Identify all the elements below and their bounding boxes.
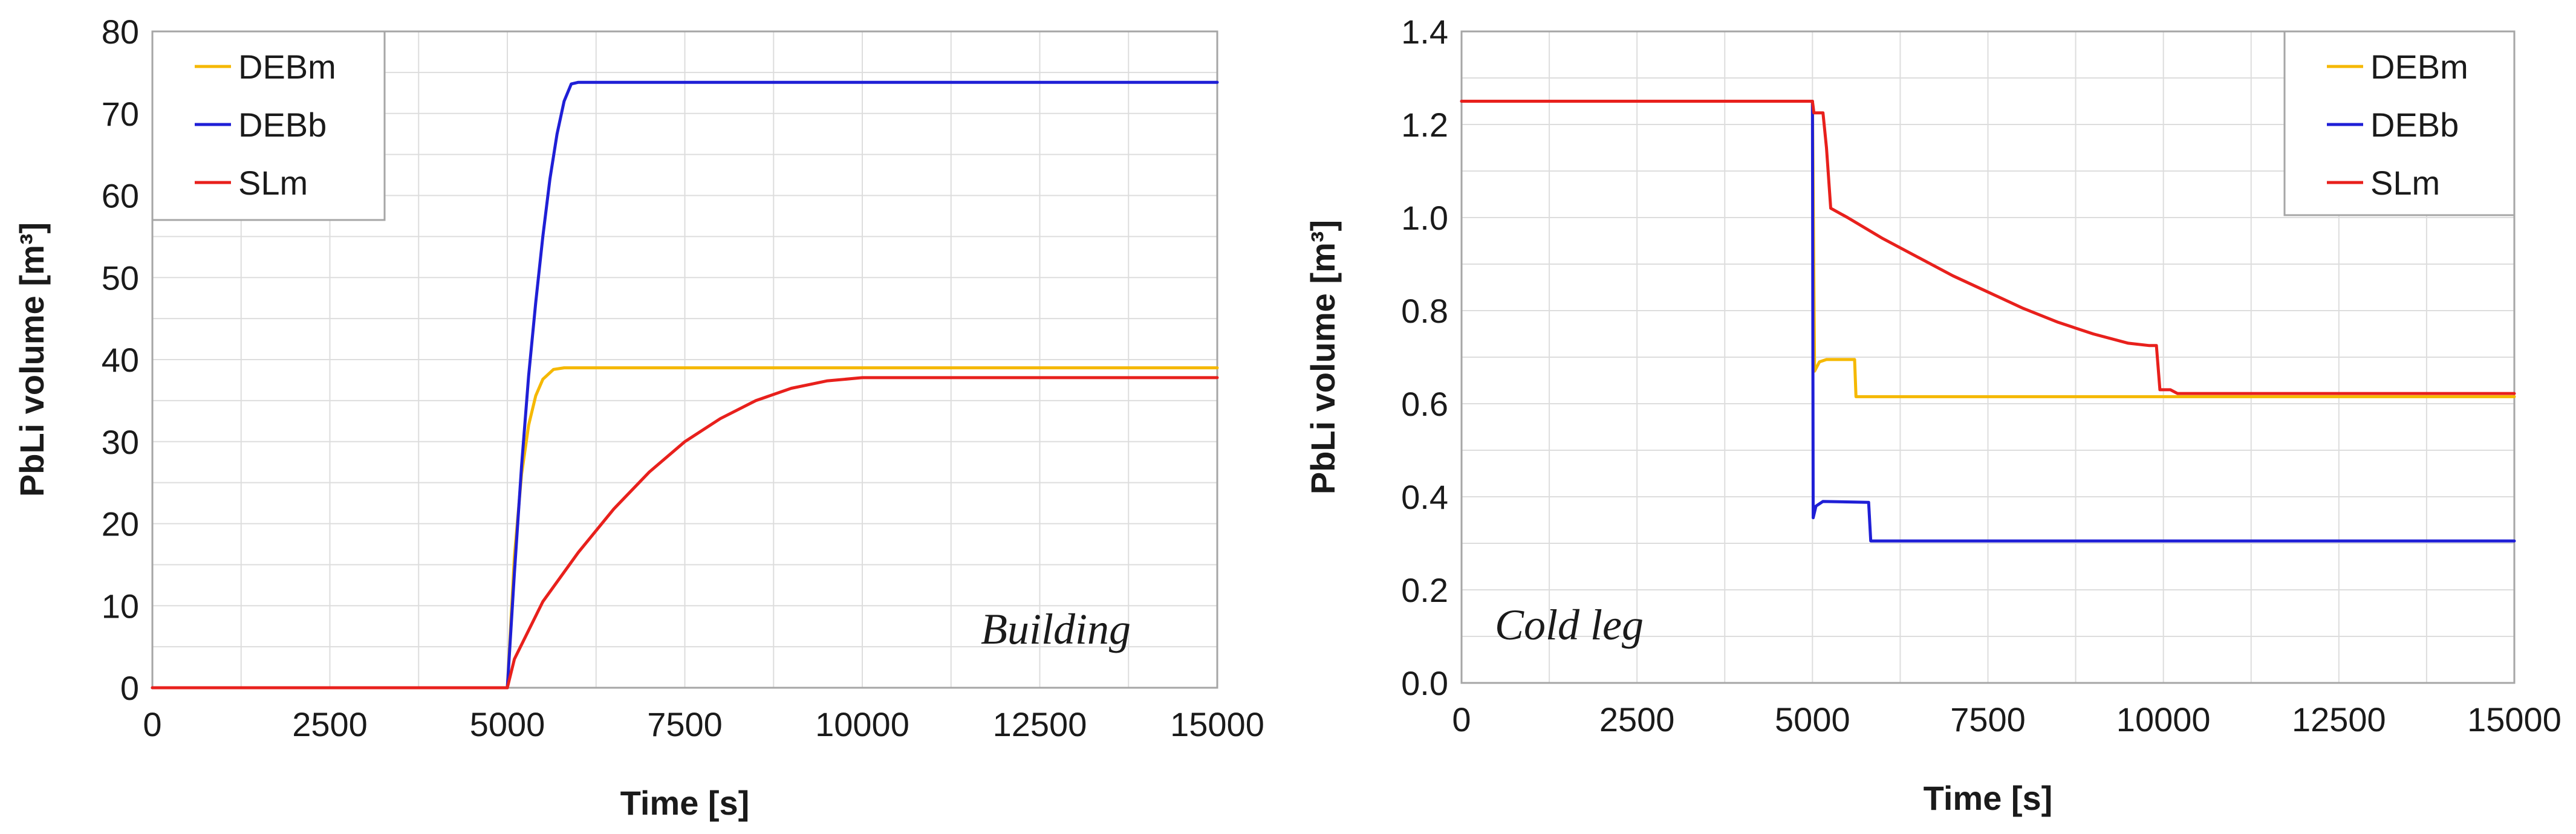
y-tick-label: 60 (102, 177, 139, 215)
y-tick-label: 40 (102, 341, 139, 379)
series-lines (1460, 100, 2516, 543)
y-tick-label: 30 (102, 423, 139, 461)
x-tick-label: 10000 (2116, 700, 2211, 739)
y-tick-label: 0.8 (1401, 292, 1448, 330)
x-tick-label: 7500 (647, 705, 723, 743)
series-lines (151, 80, 1219, 690)
y-tick-label: 0.4 (1401, 478, 1448, 516)
x-tick-label: 5000 (470, 705, 545, 743)
chart-annotation: Cold leg (1495, 601, 1644, 649)
series-line-slm (1460, 100, 2516, 395)
legend-label-debb: DEBb (2370, 106, 2459, 144)
legend-entry-debb: DEBb (2327, 106, 2459, 144)
chart-building: 0 10 20 30 40 50 60 70 80 0 2500 5000 7500 10000 1250… (13, 13, 1264, 822)
y-tick-label: 10 (102, 587, 139, 625)
x-tick-label: 10000 (815, 705, 909, 743)
y-tick-label: 1.2 (1401, 106, 1448, 144)
y-tick-label: 80 (102, 13, 139, 51)
x-tick-label: 0 (143, 705, 161, 743)
y-tick-label: 1.0 (1401, 199, 1448, 237)
plot-frame (151, 30, 1218, 689)
legend-entry-debm: DEBm (2327, 48, 2468, 86)
x-tick-label: 5000 (1775, 700, 1850, 739)
legend-entry-slm: SLm (195, 164, 308, 202)
series-line-slm (151, 376, 1219, 690)
chart-cold-leg: 0.0 0.2 0.4 0.6 0.8 1.0 1.2 1.4 0 2500 5000 7500 10… (1304, 13, 2561, 817)
series-line-debb (151, 80, 1219, 690)
x-axis-label: Time [s] (1924, 779, 2053, 817)
x-axis-ticks: 0 2500 5000 7500 10000 12500 15000 (1452, 700, 2561, 739)
x-axis-ticks: 0 2500 5000 7500 10000 12500 15000 (143, 705, 1264, 743)
legend-entry-slm: SLm (2327, 164, 2440, 202)
legend-entry-debb: DEBb (195, 106, 327, 144)
y-tick-label: 70 (102, 95, 139, 133)
y-tick-label: 0 (120, 669, 139, 707)
legend-label-debm: DEBm (2370, 48, 2468, 86)
y-tick-label: 0.0 (1401, 664, 1448, 702)
y-axis-label: PbLi volume [m³] (1304, 220, 1342, 494)
y-tick-label: 1.4 (1401, 13, 1448, 51)
y-axis-ticks: 0 10 20 30 40 50 60 70 80 (102, 13, 139, 707)
x-tick-label: 12500 (993, 705, 1087, 743)
x-tick-label: 15000 (2467, 700, 2561, 739)
x-tick-label: 2500 (292, 705, 368, 743)
chart-annotation: Building (981, 605, 1131, 653)
plot-frame (1460, 30, 2516, 684)
legend: DEBm DEBb SLm (2283, 30, 2516, 216)
x-tick-label: 2500 (1599, 700, 1675, 739)
y-tick-label: 20 (102, 505, 139, 543)
y-tick-label: 0.2 (1401, 571, 1448, 609)
legend: DEBm DEBb SLm (151, 30, 386, 221)
y-tick-label: 50 (102, 259, 139, 297)
x-tick-label: 7500 (1950, 700, 2026, 739)
y-axis-label: PbLi volume [m³] (13, 222, 51, 497)
x-tick-label: 0 (1452, 700, 1471, 739)
legend-box (2283, 30, 2516, 216)
legend-label-slm: SLm (2370, 164, 2440, 202)
legend-label-slm: SLm (238, 164, 308, 202)
legend-entry-debm: DEBm (195, 48, 336, 86)
x-tick-label: 12500 (2292, 700, 2386, 739)
legend-box (151, 30, 386, 221)
y-axis-ticks: 0.0 0.2 0.4 0.6 0.8 1.0 1.2 1.4 (1401, 13, 1448, 702)
x-axis-label: Time [s] (620, 784, 750, 822)
legend-label-debm: DEBm (238, 48, 336, 86)
legend-label-debb: DEBb (238, 106, 327, 144)
x-tick-label: 15000 (1170, 705, 1264, 743)
series-line-debb (1460, 100, 2516, 543)
y-tick-label: 0.6 (1401, 385, 1448, 423)
